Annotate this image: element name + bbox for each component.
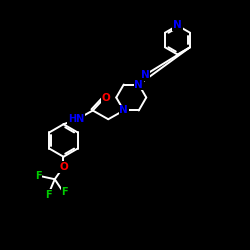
Text: F: F — [62, 187, 68, 197]
Text: N: N — [173, 20, 182, 30]
Text: F: F — [46, 190, 52, 200]
Text: HN: HN — [68, 114, 84, 124]
Text: O: O — [101, 93, 110, 103]
Text: N: N — [120, 106, 128, 116]
Text: O: O — [59, 162, 68, 172]
Text: F: F — [35, 171, 41, 181]
Text: N: N — [140, 70, 149, 80]
Text: N: N — [134, 80, 143, 90]
